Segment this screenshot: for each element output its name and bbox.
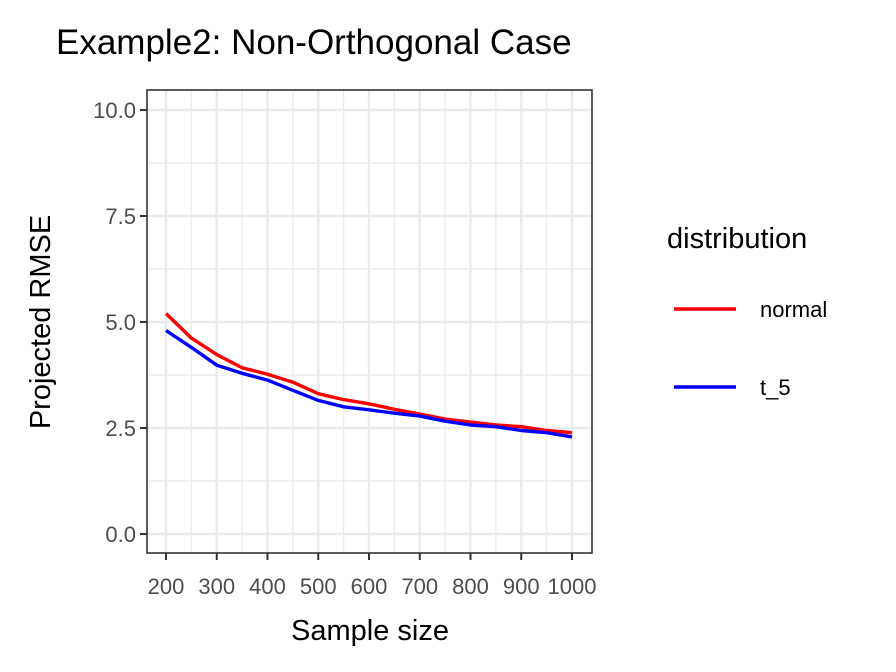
legend: distribution normal t_5	[667, 223, 827, 400]
legend-title: distribution	[667, 223, 807, 255]
x-tick-label: 400	[249, 574, 286, 599]
y-axis-title: Projected RMSE	[25, 215, 57, 429]
series-line-normal	[164, 312, 573, 435]
y-tick-label: 0.0	[105, 522, 136, 547]
x-tick-label: 1000	[548, 574, 597, 599]
legend-label-t_5: t_5	[760, 375, 791, 400]
x-tick-label: 500	[300, 574, 337, 599]
series-line-t_5	[165, 329, 573, 439]
x-tick-label: 800	[452, 574, 489, 599]
x-tick-label: 200	[148, 574, 185, 599]
plot-panel: 0.0 2.5 5.0 7.5 10.0 200 300 400 500 600 700 800 900…	[93, 89, 597, 599]
x-tick-label: 300	[198, 574, 235, 599]
y-tick-label: 2.5	[105, 416, 136, 441]
y-tick-label: 10.0	[93, 98, 136, 123]
y-tick-label: 7.5	[105, 204, 136, 229]
y-tick-label: 5.0	[105, 310, 136, 335]
x-tick-label: 900	[503, 574, 540, 599]
x-tick-label: 700	[401, 574, 438, 599]
chart-title: Example2: Non-Orthogonal Case	[56, 23, 572, 62]
legend-label-normal: normal	[760, 297, 827, 322]
x-axis-title: Sample size	[291, 615, 449, 647]
x-tick-label: 600	[351, 574, 388, 599]
